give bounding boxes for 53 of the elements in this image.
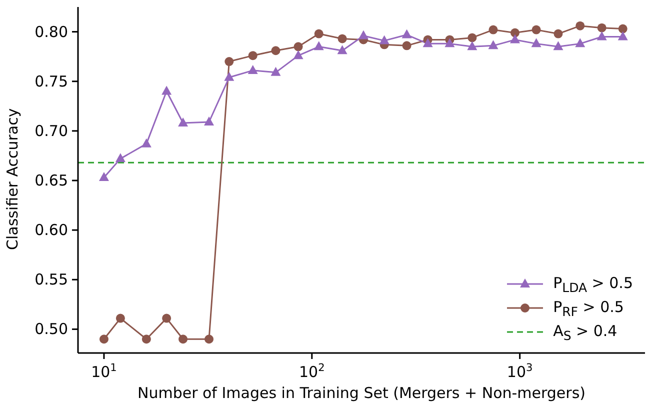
- point: [488, 25, 498, 34]
- point: [294, 42, 303, 52]
- point: [402, 41, 412, 50]
- point: [162, 86, 172, 95]
- point: [444, 38, 455, 48]
- point: [576, 21, 585, 30]
- point: [270, 66, 281, 76]
- x-tick-label: 10$^{3}$: [506, 362, 533, 381]
- point: [532, 25, 541, 34]
- point: [314, 29, 324, 38]
- point: [596, 31, 607, 40]
- point: [402, 29, 412, 38]
- point: [468, 33, 477, 42]
- point: [314, 41, 324, 50]
- point: [248, 51, 258, 60]
- point: [510, 34, 520, 44]
- point: [597, 23, 606, 32]
- point: [141, 138, 152, 148]
- y-tick-label: 0.55: [34, 270, 68, 289]
- point: [358, 30, 368, 40]
- point: [338, 34, 347, 44]
- point: [618, 24, 628, 34]
- point: [142, 334, 151, 344]
- point: [248, 64, 258, 74]
- point: [337, 45, 348, 54]
- point: [379, 35, 390, 44]
- point: [293, 50, 304, 60]
- point: [467, 41, 478, 50]
- point: [575, 38, 586, 48]
- point: [162, 314, 172, 323]
- y-tick-label: 0.65: [34, 171, 68, 190]
- y-axis-title: Classifier Accuracy: [3, 108, 22, 250]
- y-tick-label: 0.70: [34, 122, 68, 140]
- y-tick-label: 0.50: [34, 320, 68, 338]
- point: [531, 38, 542, 48]
- x-tick-label: 10$^{1}$: [91, 362, 117, 381]
- point: [271, 46, 280, 56]
- y-tick-label: 0.60: [34, 221, 68, 240]
- legend-label: P$_{RF}$ > 0.5: [553, 298, 624, 318]
- legend-label: A$_{S}$ > 0.4: [553, 322, 618, 342]
- point: [553, 41, 564, 50]
- y-tick-label: 0.75: [34, 72, 68, 90]
- x-axis-title: Number of Images in Training Set (Mergers + Non-mergers): [137, 384, 586, 402]
- legend-label: P$_{LDA}$ > 0.5: [553, 274, 633, 294]
- x-tick-label: 10$^{2}$: [299, 362, 325, 381]
- point: [204, 334, 214, 344]
- point: [618, 31, 628, 40]
- point: [422, 38, 433, 48]
- point: [204, 116, 214, 126]
- y-tick-label: 0.80: [34, 22, 68, 41]
- point: [510, 28, 520, 38]
- point: [554, 29, 563, 38]
- point: [488, 40, 498, 50]
